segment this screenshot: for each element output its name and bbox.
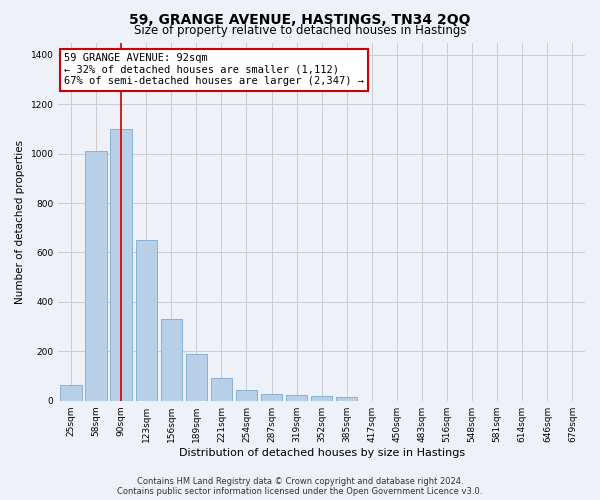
X-axis label: Distribution of detached houses by size in Hastings: Distribution of detached houses by size …	[179, 448, 465, 458]
Text: 59 GRANGE AVENUE: 92sqm
← 32% of detached houses are smaller (1,112)
67% of semi: 59 GRANGE AVENUE: 92sqm ← 32% of detache…	[64, 53, 364, 86]
Bar	[236, 390, 257, 400]
Text: 59, GRANGE AVENUE, HASTINGS, TN34 2QQ: 59, GRANGE AVENUE, HASTINGS, TN34 2QQ	[129, 12, 471, 26]
Bar	[161, 319, 182, 400]
Bar	[85, 151, 107, 400]
Bar	[211, 378, 232, 400]
Bar	[185, 354, 207, 401]
Bar	[336, 397, 358, 400]
Bar	[60, 386, 82, 400]
Bar	[286, 394, 307, 400]
Bar	[136, 240, 157, 400]
Bar	[261, 394, 282, 400]
Bar	[110, 129, 132, 400]
Text: Size of property relative to detached houses in Hastings: Size of property relative to detached ho…	[134, 24, 466, 37]
Bar	[311, 396, 332, 400]
Text: Contains HM Land Registry data © Crown copyright and database right 2024.
Contai: Contains HM Land Registry data © Crown c…	[118, 476, 482, 496]
Y-axis label: Number of detached properties: Number of detached properties	[15, 140, 25, 304]
